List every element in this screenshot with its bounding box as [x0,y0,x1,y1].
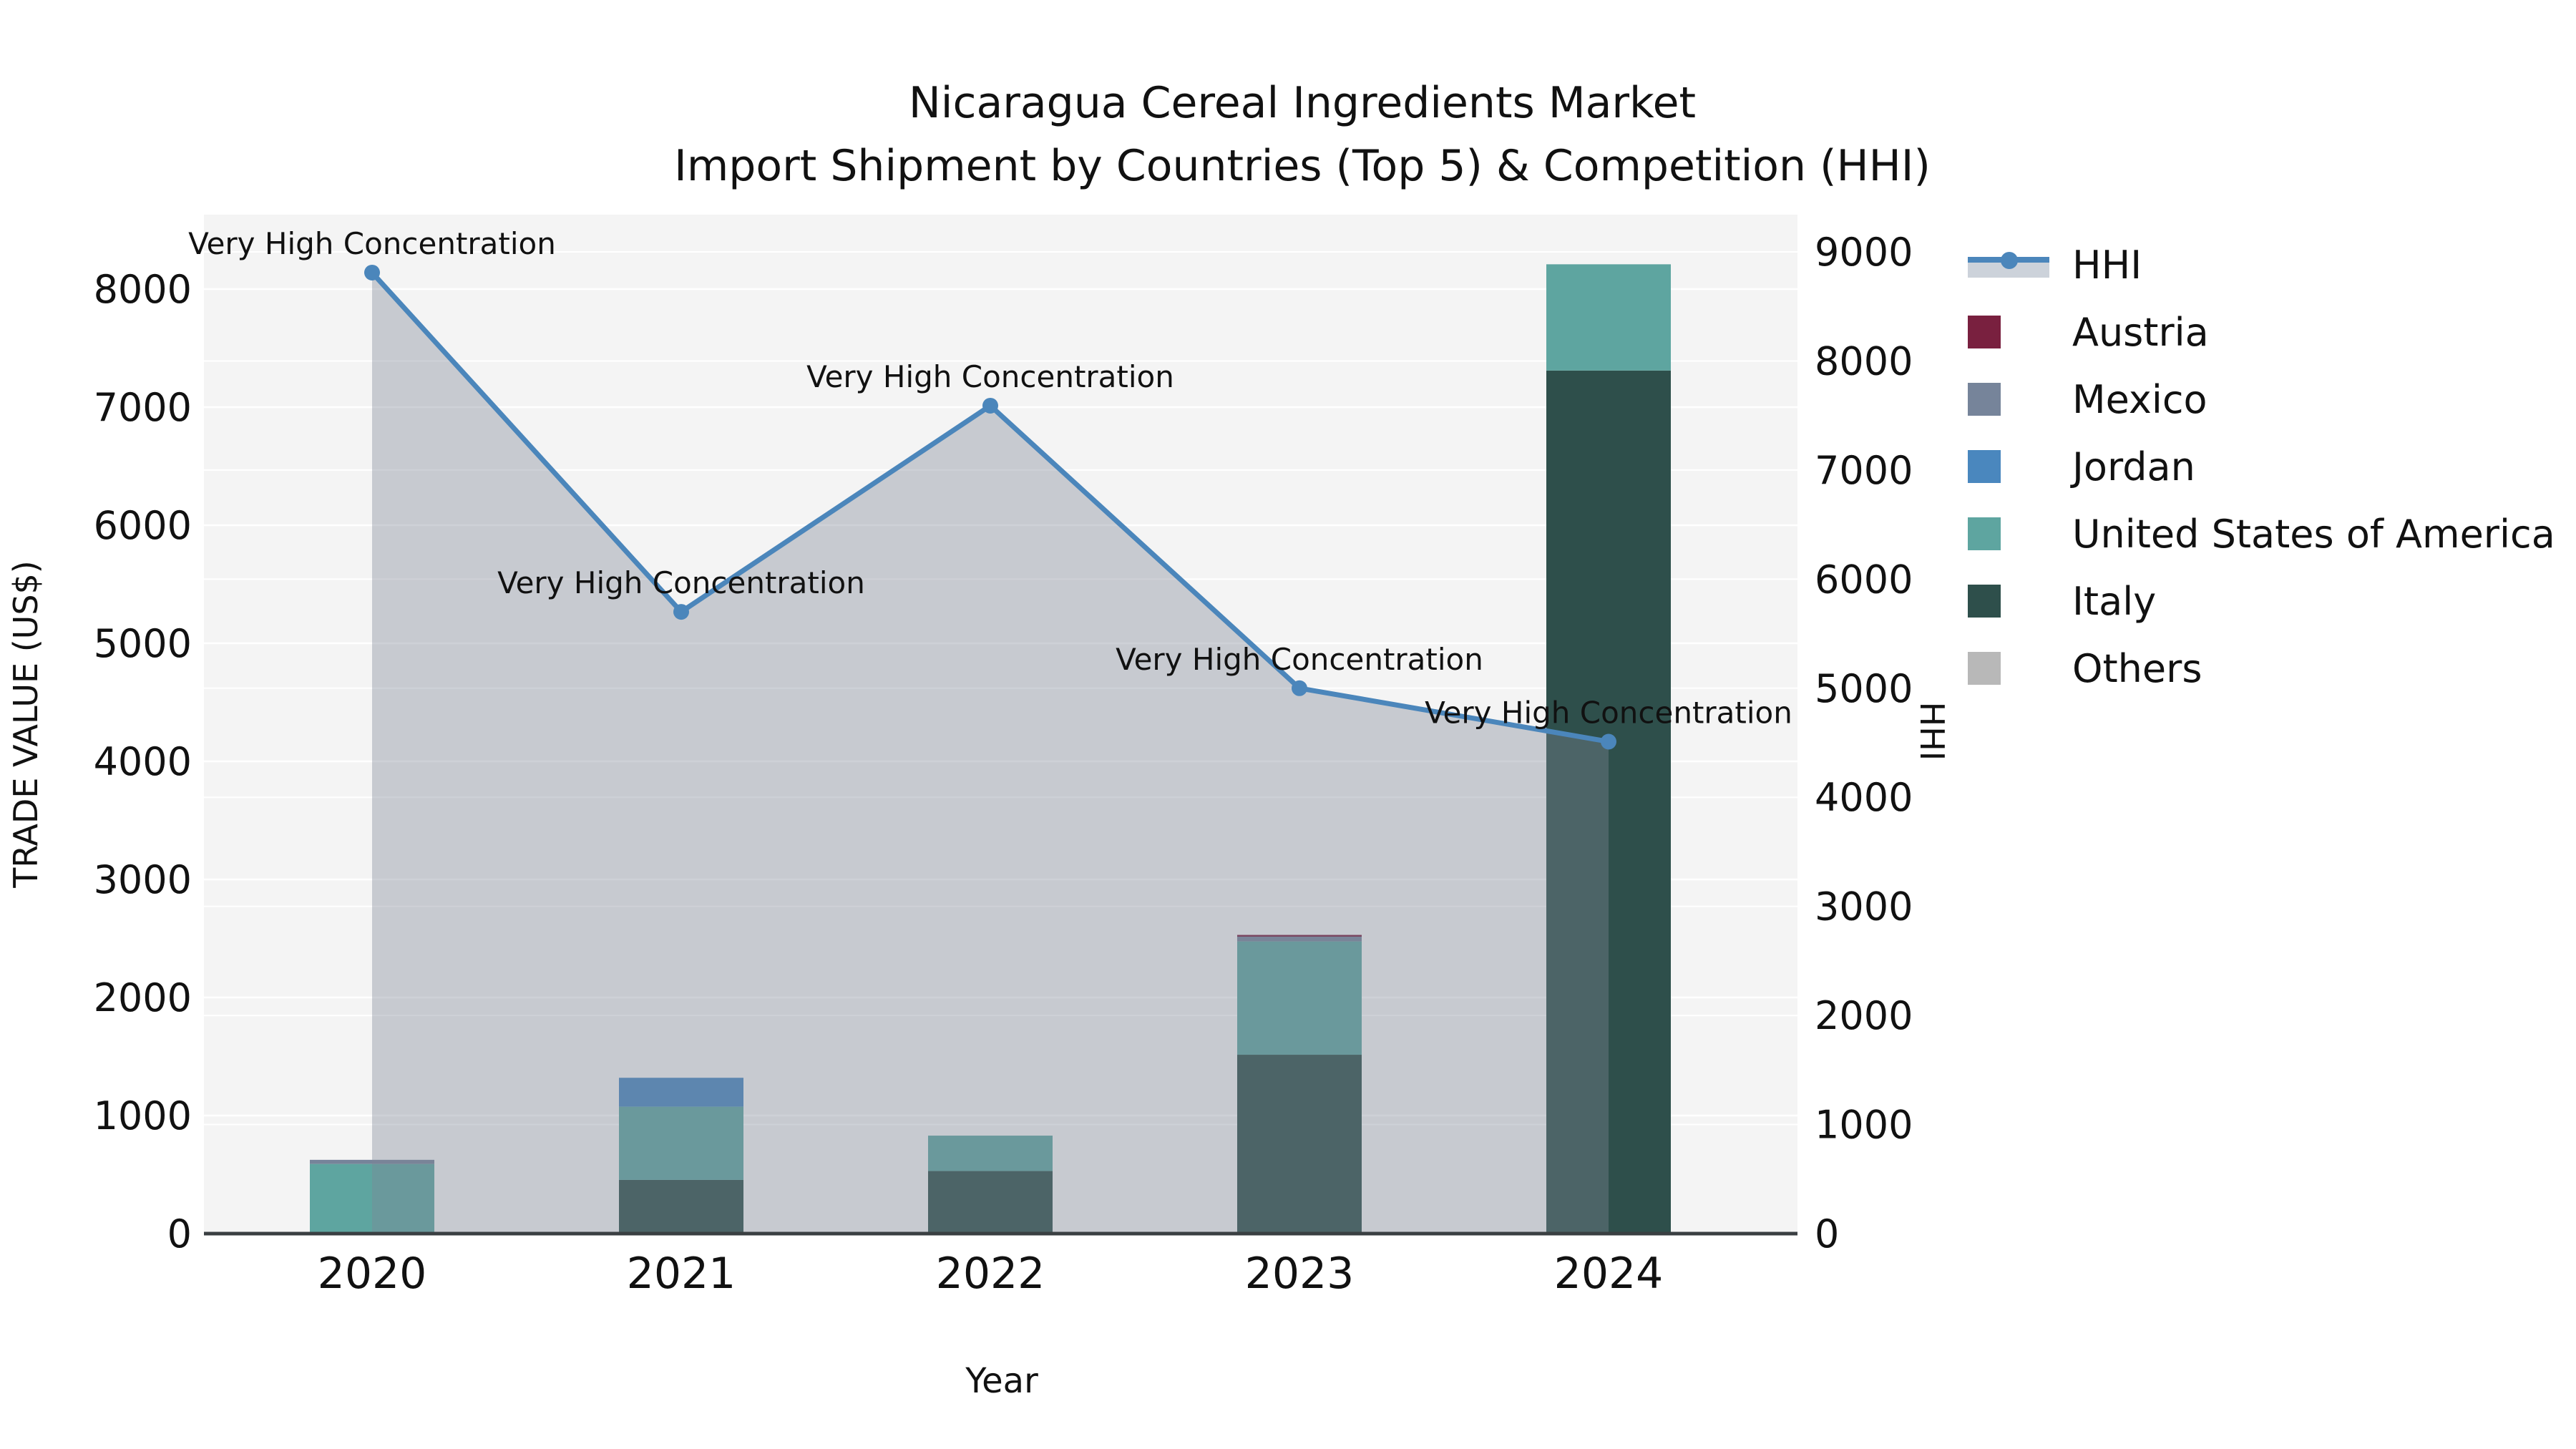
x-tick-2022: 2022 [936,1249,1045,1299]
bar-segment-2023-italy [1237,1055,1362,1234]
right-tick-6000: 6000 [1815,557,1913,602]
chart-title-line-2: Import Shipment by Countries (Top 5) & C… [674,141,1931,191]
legend: HHI Austria Mexico Jordan United States … [1968,231,2555,702]
right-tick-9000: 9000 [1815,230,1913,275]
annotation-2022: Very High Concentration [806,359,1174,394]
right-tick-1000: 1000 [1815,1103,1913,1148]
legend-label-hhi: HHI [2072,242,2142,288]
hhi-point-2020 [364,264,380,280]
austria-swatch-icon [1968,316,2001,348]
left-tick-6000: 6000 [94,503,192,548]
hhi-point-2023 [1292,680,1307,696]
bar-segment-2020-united-states-of-america [310,1163,434,1234]
mexico-swatch-icon [1968,383,2001,416]
x-tick-2023: 2023 [1245,1249,1355,1299]
plot-area [204,215,1797,1234]
bar-segment-2024-italy [1546,370,1671,1234]
hhi-point-2022 [982,397,998,414]
bar-segment-2022-united-states-of-america [928,1136,1053,1171]
legend-item-hhi: HHI [1968,231,2555,298]
x-tick-2020: 2020 [318,1249,427,1299]
legend-label-usa: United States of America [2072,511,2555,557]
chart-title-line-1: Nicaragua Cereal Ingredients Market [908,78,1697,128]
right-tick-0: 0 [1815,1211,1839,1257]
right-tick-8000: 8000 [1815,338,1913,384]
annotation-2024: Very High Concentration [1425,695,1792,730]
x-tick-2024: 2024 [1554,1249,1664,1299]
legend-label-austria: Austria [2072,309,2209,355]
legend-label-others: Others [2072,645,2202,691]
legend-item-italy: Italy [1968,567,2555,635]
chart-title: Nicaragua Cereal Ingredients Market Impo… [674,72,1931,197]
bar-segment-2021-united-states-of-america [619,1106,743,1180]
left-tick-4000: 4000 [94,739,192,784]
left-tick-2000: 2000 [94,975,192,1020]
legend-label-jordan: Jordan [2072,444,2195,489]
left-tick-0: 0 [167,1211,192,1257]
right-tick-3000: 3000 [1815,884,1913,930]
legend-item-others: Others [1968,635,2555,702]
right-tick-5000: 5000 [1815,666,1913,711]
bar-segment-2021-jordan [619,1078,743,1107]
hhi-point-2021 [673,604,689,620]
legend-item-mexico: Mexico [1968,366,2555,433]
usa-swatch-icon [1968,517,2001,550]
legend-item-usa: United States of America [1968,500,2555,567]
hhi-point-2024 [1601,733,1616,750]
bar-segment-2021-italy [619,1179,743,1234]
left-tick-7000: 7000 [94,385,192,430]
annotation-2023: Very High Concentration [1116,642,1483,677]
annotation-2021: Very High Concentration [497,565,865,600]
right-tick-4000: 4000 [1815,775,1913,820]
legend-label-mexico: Mexico [2072,376,2207,422]
legend-item-jordan: Jordan [1968,433,2555,500]
bar-segment-2023-mexico [1237,937,1362,942]
legend-item-austria: Austria [1968,298,2555,366]
annotation-2020: Very High Concentration [188,226,556,261]
hhi-area-fill [372,272,1609,1234]
left-tick-8000: 8000 [94,267,192,312]
right-tick-7000: 7000 [1815,448,1913,493]
x-axis-title: Year [965,1361,1038,1401]
bar-segment-2020-mexico [310,1159,434,1164]
left-tick-1000: 1000 [94,1093,192,1138]
left-tick-5000: 5000 [94,621,192,666]
hhi-line-swatch-icon [1968,252,2052,278]
left-axis-title: TRADE VALUE (US$) [6,560,45,888]
jordan-swatch-icon [1968,450,2001,483]
bar-segment-2024-united-states-of-america [1546,264,1671,371]
x-tick-2021: 2021 [627,1249,736,1299]
right-axis-title: HHI [1913,701,1951,761]
right-tick-2000: 2000 [1815,993,1913,1038]
bar-segment-2023-austria [1237,935,1362,937]
others-swatch-icon [1968,652,2001,685]
italy-swatch-icon [1968,585,2001,618]
bar-segment-2023-united-states-of-america [1237,941,1362,1055]
bar-segment-2022-italy [928,1171,1053,1234]
legend-label-italy: Italy [2072,578,2157,624]
left-tick-3000: 3000 [94,857,192,902]
